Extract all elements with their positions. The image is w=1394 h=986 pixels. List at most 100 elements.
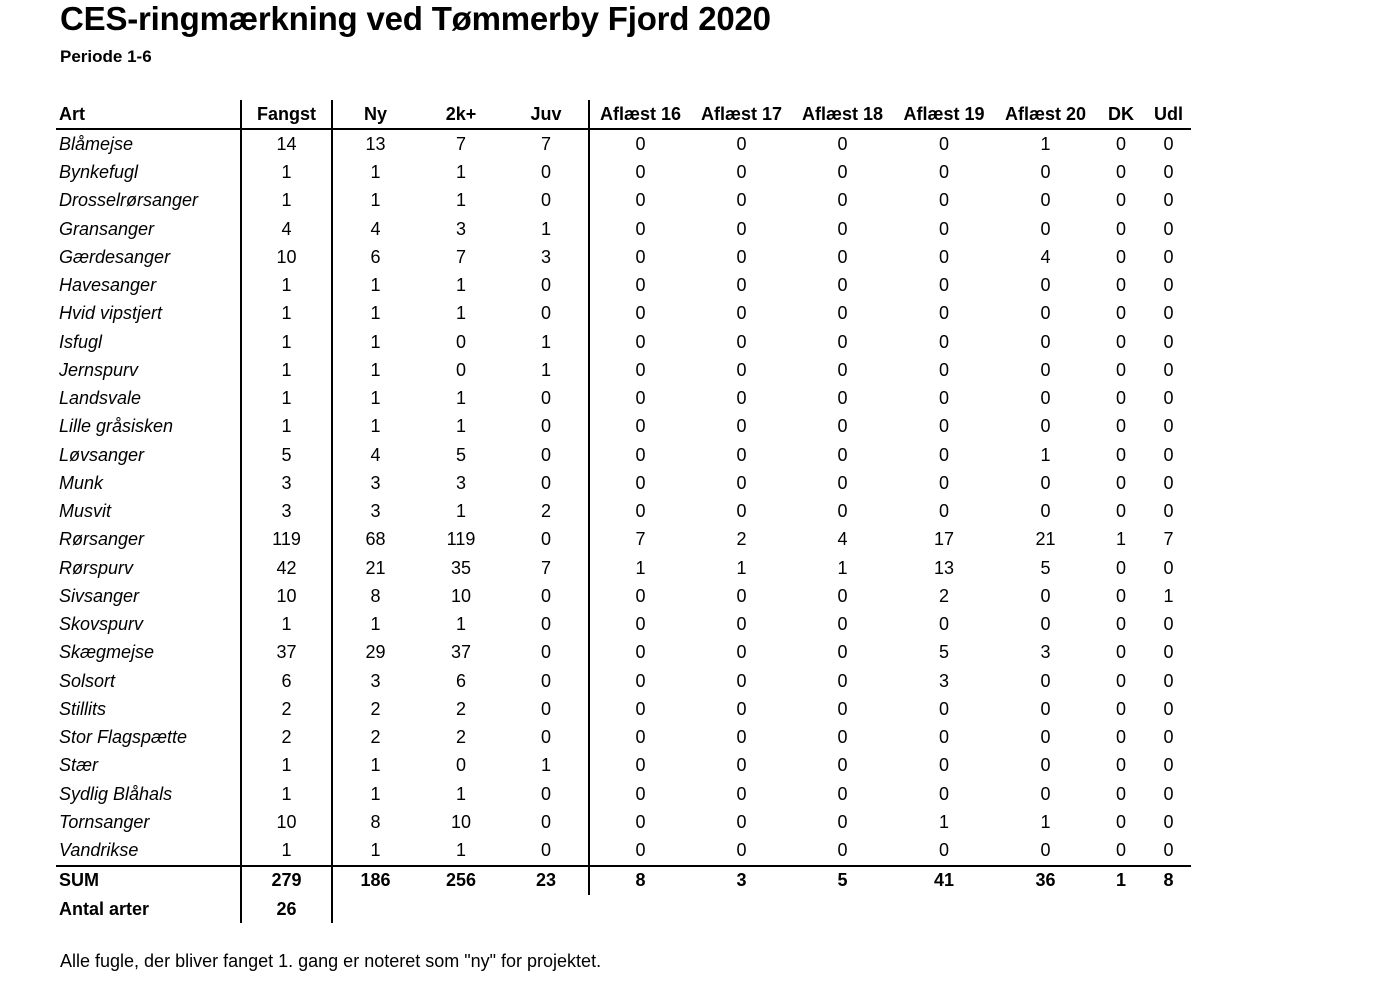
- count-cell: 0: [1040, 359, 1051, 380]
- count-cell: 0: [736, 359, 747, 380]
- count-cell: 0: [540, 585, 551, 606]
- count-cell: 5: [938, 642, 949, 663]
- count-cell: 0: [938, 359, 949, 380]
- count-cell: 4: [331, 215, 418, 244]
- count-cell: 0: [540, 642, 551, 663]
- count-cell: 0: [1115, 331, 1126, 352]
- count-cell: 0: [938, 388, 949, 409]
- count-cell: 0: [1115, 501, 1126, 522]
- count-cell: 3: [1040, 642, 1051, 663]
- sum-cell: 8: [1146, 864, 1191, 895]
- count-cell: 1: [455, 303, 466, 324]
- count-cell: 0: [938, 218, 949, 239]
- species-count-row: Antal arter 26: [56, 895, 1191, 924]
- count-cell: 1: [331, 328, 418, 357]
- species-name: Hvid vipstjert: [59, 303, 163, 324]
- species-name: Musvit: [59, 501, 112, 522]
- col-header-udl: Udl: [1146, 100, 1191, 131]
- count-cell: 5: [1040, 557, 1051, 578]
- count-cell: 1: [455, 162, 466, 183]
- col-header-fangst: Fangst: [240, 100, 332, 131]
- count-cell: 7: [455, 246, 466, 267]
- species-name: Sivsanger: [59, 585, 140, 606]
- count-cell: 1: [1163, 585, 1174, 606]
- count-cell: 13: [331, 129, 418, 159]
- col-header-ny: Ny: [331, 100, 418, 131]
- count-cell: 1: [240, 328, 332, 357]
- sum-cell: 186: [331, 864, 418, 895]
- count-cell: 0: [1115, 416, 1126, 437]
- count-cell: 21: [1035, 529, 1056, 550]
- count-cell: 0: [1040, 501, 1051, 522]
- count-cell: 2: [331, 723, 418, 752]
- count-cell: 0: [1040, 218, 1051, 239]
- count-cell: 1: [331, 271, 418, 300]
- count-cell: 0: [938, 133, 949, 154]
- sum-cell: 256: [418, 864, 504, 895]
- count-cell: 3: [240, 469, 332, 498]
- count-cell: 0: [837, 133, 848, 154]
- table-row: Skovspurv 1 1 1 0 0 0 0 0 0 0 0: [56, 610, 1191, 639]
- count-cell: 7: [455, 133, 466, 154]
- count-cell: 0: [1163, 218, 1174, 239]
- count-cell: 1: [938, 811, 949, 832]
- count-cell: 1: [540, 218, 551, 239]
- count-cell: 0: [1163, 331, 1174, 352]
- table-row: Vandrikse 1 1 1 0 0 0 0 0 0 0 0: [56, 836, 1191, 866]
- count-cell: 1: [331, 780, 418, 809]
- count-cell: 0: [1163, 501, 1174, 522]
- count-cell: 2: [540, 501, 551, 522]
- count-cell: 119: [446, 529, 476, 550]
- count-cell: 0: [1163, 783, 1174, 804]
- col-header-aflaest-17: Aflæst 17: [691, 100, 792, 131]
- count-cell: 1: [1040, 444, 1051, 465]
- count-cell: 0: [540, 783, 551, 804]
- count-cell: 13: [933, 557, 955, 578]
- count-cell: 0: [736, 501, 747, 522]
- species-name: Isfugl: [59, 331, 103, 352]
- count-cell: 0: [588, 610, 691, 639]
- count-cell: 3: [455, 472, 466, 493]
- count-cell: 3: [331, 497, 418, 526]
- count-cell: 0: [1115, 670, 1126, 691]
- count-cell: 0: [540, 529, 551, 550]
- count-cell: 1: [455, 190, 466, 211]
- count-cell: 1: [331, 836, 418, 866]
- count-cell: 0: [540, 670, 551, 691]
- count-cell: 0: [540, 303, 551, 324]
- count-cell: 0: [1115, 190, 1126, 211]
- table-row: Isfugl 1 1 0 1 0 0 0 0 0 0 0: [56, 328, 1191, 357]
- count-cell: 0: [588, 667, 691, 696]
- count-cell: 0: [588, 299, 691, 328]
- count-cell: 35: [450, 557, 472, 578]
- count-cell: 0: [736, 331, 747, 352]
- count-cell: 0: [588, 751, 691, 780]
- count-cell: 0: [837, 331, 848, 352]
- count-cell: 0: [1040, 162, 1051, 183]
- count-cell: 0: [540, 614, 551, 635]
- count-cell: 1: [455, 614, 466, 635]
- count-cell: 6: [331, 243, 418, 272]
- count-cell: 0: [1115, 388, 1126, 409]
- count-cell: 1: [455, 416, 466, 437]
- count-cell: 0: [1115, 698, 1126, 719]
- count-cell: 1: [240, 299, 332, 328]
- count-cell: 0: [938, 614, 949, 635]
- count-cell: 0: [938, 501, 949, 522]
- count-cell: 0: [588, 497, 691, 526]
- table-row: Blåmejse 14 13 7 7 0 0 0 0 1 0 0: [56, 129, 1191, 159]
- sum-cell: 36: [995, 864, 1096, 895]
- sum-cell: 3: [691, 864, 792, 895]
- count-cell: 0: [455, 331, 466, 352]
- count-cell: 0: [588, 186, 691, 215]
- count-cell: 0: [837, 783, 848, 804]
- species-name: Drosselrørsanger: [59, 190, 199, 211]
- count-cell: 0: [540, 190, 551, 211]
- count-cell: 0: [455, 359, 466, 380]
- count-cell: 0: [736, 755, 747, 776]
- count-cell: 1: [240, 610, 332, 639]
- table-row: Hvid vipstjert 1 1 1 0 0 0 0 0 0 0 0: [56, 299, 1191, 328]
- count-cell: 8: [331, 808, 418, 837]
- species-name: Jernspurv: [59, 359, 139, 380]
- table-row: Munk 3 3 3 0 0 0 0 0 0 0 0: [56, 469, 1191, 498]
